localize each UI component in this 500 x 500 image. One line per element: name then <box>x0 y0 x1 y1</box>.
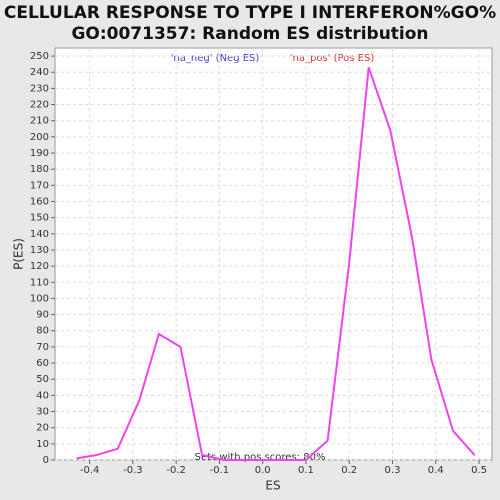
y-tick-label: 70 <box>36 342 49 353</box>
x-tick-label: 0.3 <box>385 465 401 476</box>
y-tick-label: 210 <box>30 116 49 127</box>
y-tick-label: 190 <box>30 148 49 159</box>
x-tick-label: 0.1 <box>298 465 314 476</box>
y-tick-label: 20 <box>36 423 49 434</box>
y-tick-label: 90 <box>36 310 49 321</box>
x-tick-label: 0.2 <box>341 465 357 476</box>
x-tick-label: 0.4 <box>428 465 444 476</box>
y-tick-label: 140 <box>30 229 49 240</box>
y-tick-label: 180 <box>30 164 49 175</box>
y-tick-label: 230 <box>30 83 49 94</box>
y-tick-label: 130 <box>30 245 49 256</box>
y-tick-label: 60 <box>36 358 49 369</box>
x-axis-label: ES <box>265 479 280 493</box>
x-tick-label: -0.2 <box>166 465 186 476</box>
y-tick-label: 120 <box>30 261 49 272</box>
x-tick-label: 0.0 <box>255 465 271 476</box>
x-tick-label: -0.1 <box>210 465 230 476</box>
x-tick-label: 0.5 <box>471 465 487 476</box>
x-tick-label: -0.3 <box>123 465 143 476</box>
data-line <box>76 67 476 461</box>
y-tick-label: 200 <box>30 132 49 143</box>
y-axis-label: P(ES) <box>12 238 26 270</box>
y-tick-label: 30 <box>36 407 49 418</box>
y-tick-label: 240 <box>30 67 49 78</box>
y-tick-label: 110 <box>30 277 49 288</box>
annotation: Sets with pos scores: 80% <box>195 452 326 463</box>
y-tick-label: 80 <box>36 326 49 337</box>
y-tick-label: 250 <box>30 51 49 62</box>
y-tick-label: 0 <box>43 455 49 466</box>
y-tick-label: 40 <box>36 390 49 401</box>
y-tick-label: 160 <box>30 196 49 207</box>
x-tick-label: -0.4 <box>80 465 100 476</box>
y-tick-label: 220 <box>30 100 49 111</box>
y-tick-label: 170 <box>30 180 49 191</box>
y-tick-label: 10 <box>36 439 49 450</box>
plot-area <box>54 47 493 461</box>
legend-neg: 'na_neg' (Neg ES) <box>171 53 260 64</box>
legend-pos: 'na_pos' (Pos ES) <box>290 53 375 64</box>
chart-title: CELLULAR RESPONSE TO TYPE I INTERFERON%G… <box>4 3 496 23</box>
y-tick-label: 150 <box>30 213 49 224</box>
chart-subtitle: GO:0071357: Random ES distribution <box>71 24 428 44</box>
y-tick-label: 50 <box>36 374 49 385</box>
y-tick-label: 100 <box>30 293 49 304</box>
